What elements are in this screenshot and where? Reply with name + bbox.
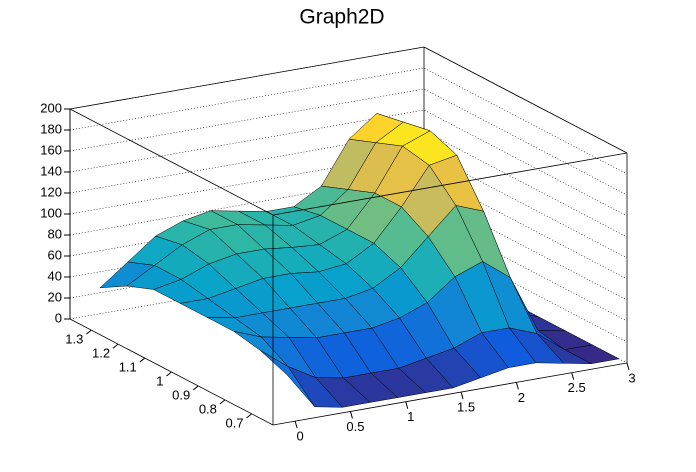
- x-tick-label: 1: [407, 409, 414, 424]
- z-tick-label: 200: [40, 100, 62, 115]
- x-tick-label: 0.5: [346, 419, 364, 434]
- z-tick-label: 180: [40, 121, 62, 136]
- x-tick-label: 2.5: [568, 380, 586, 395]
- box-edge: [272, 362, 628, 426]
- y-tick: [192, 385, 199, 391]
- x-tick: [349, 411, 353, 419]
- grid-line: [69, 46, 628, 154]
- y-tick: [139, 357, 146, 363]
- z-tick-label: 80: [48, 226, 62, 241]
- x-tick: [571, 372, 575, 380]
- box-edge: [272, 152, 628, 216]
- z-tick-label: 100: [40, 205, 62, 220]
- surface-patch: [260, 350, 316, 407]
- x-tick-label: 0: [297, 429, 304, 444]
- box-edge: [69, 108, 274, 216]
- y-tick: [166, 371, 172, 377]
- y-tick-label: 1.3: [65, 332, 83, 347]
- z-tick-label: 120: [40, 184, 62, 199]
- y-tick: [246, 413, 252, 419]
- y-tick: [112, 343, 119, 349]
- z-tick-label: 60: [48, 247, 62, 262]
- y-tick: [219, 399, 226, 405]
- y-tick-label: 0.8: [199, 401, 217, 416]
- x-tick: [294, 420, 298, 429]
- x-tick-label: 3: [628, 370, 635, 385]
- z-tick-label: 0: [55, 310, 62, 325]
- z-tick-label: 140: [40, 163, 62, 178]
- y-tick-label: 1.1: [119, 359, 137, 374]
- x-tick: [405, 401, 409, 409]
- z-tick-label: 160: [40, 142, 62, 157]
- y-tick-label: 0.9: [172, 387, 190, 402]
- x-tick: [460, 391, 464, 400]
- x-tick: [515, 382, 519, 390]
- x-tick-label: 1.5: [457, 400, 475, 415]
- x-tick-label: 2: [518, 390, 525, 405]
- z-tick-label: 20: [48, 289, 62, 304]
- z-tick-label: 40: [48, 268, 62, 283]
- y-tick-label: 1.2: [92, 346, 110, 361]
- y-tick-label: 0.7: [226, 415, 244, 430]
- box-edge: [423, 46, 628, 154]
- x-tick: [626, 362, 630, 371]
- box-edge: [69, 46, 425, 110]
- chart-title: Graph2D: [299, 6, 384, 29]
- y-tick-label: 1: [156, 373, 163, 388]
- y-tick: [86, 329, 92, 335]
